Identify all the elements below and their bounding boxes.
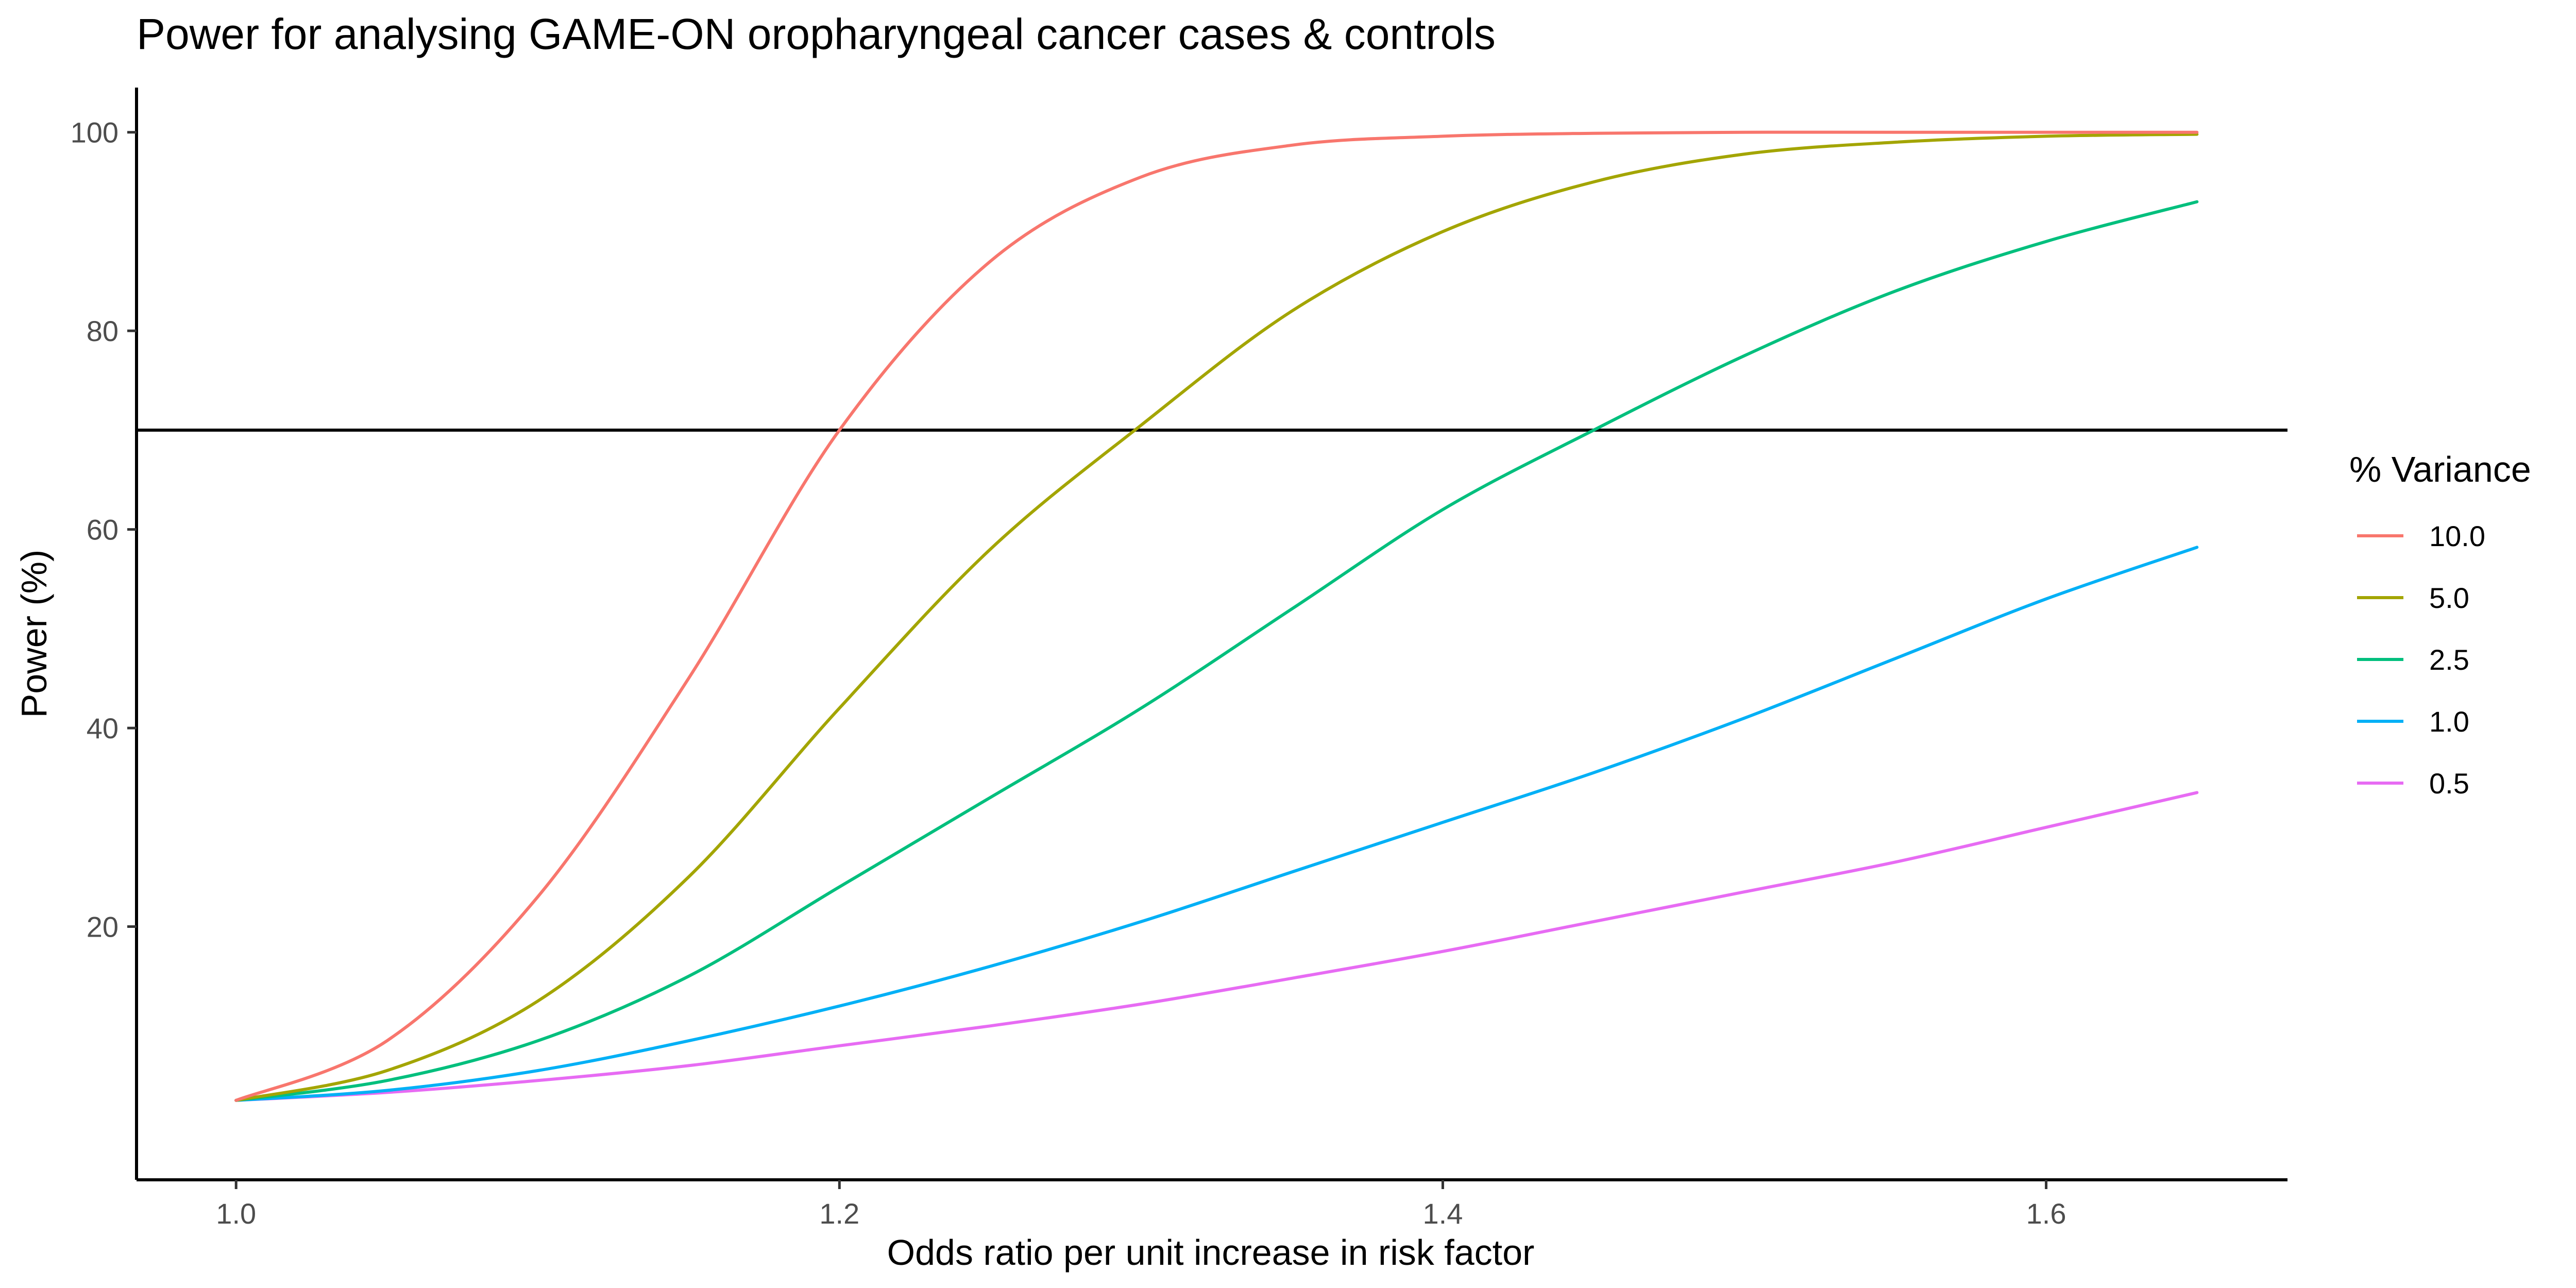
x-axis-title: Odds ratio per unit increase in risk fac…: [887, 1232, 1535, 1273]
legend-label: 10.0: [2429, 520, 2485, 552]
y-axis-ticks: 20 40 60 80 100: [71, 116, 137, 943]
legend-label: 2.5: [2429, 643, 2469, 676]
y-axis-title: Power (%): [14, 550, 54, 718]
series-line-1-0: [234, 546, 2199, 1102]
series-line-10-0: [234, 130, 2199, 1102]
series-line-0-5: [234, 791, 2199, 1102]
legend: % Variance 10.0 5.0 2.5 1.0 0.5: [2349, 449, 2531, 800]
y-tick-label: 80: [87, 315, 118, 347]
legend-label: 1.0: [2429, 705, 2469, 738]
legend-items: 10.0 5.0 2.5 1.0 0.5: [2357, 520, 2485, 800]
y-tick-label: 60: [87, 514, 118, 546]
series-line-5-0: [234, 132, 2199, 1102]
y-tick-label: 20: [87, 911, 118, 943]
legend-title: % Variance: [2349, 449, 2531, 489]
x-tick-label: 1.2: [819, 1197, 859, 1230]
chart-title: Power for analysing GAME-ON oropharyngea…: [137, 10, 1496, 58]
legend-label: 5.0: [2429, 582, 2469, 614]
x-tick-label: 1.0: [216, 1197, 256, 1230]
series-layer: [234, 130, 2199, 1102]
x-tick-label: 1.6: [2026, 1197, 2066, 1230]
legend-label: 0.5: [2429, 767, 2469, 800]
x-axis-ticks: 1.0 1.2 1.4 1.6: [216, 1180, 2066, 1230]
x-tick-label: 1.4: [1423, 1197, 1463, 1230]
y-tick-label: 40: [87, 712, 118, 744]
y-tick-label: 100: [71, 116, 118, 149]
series-line-2-5: [234, 200, 2199, 1102]
